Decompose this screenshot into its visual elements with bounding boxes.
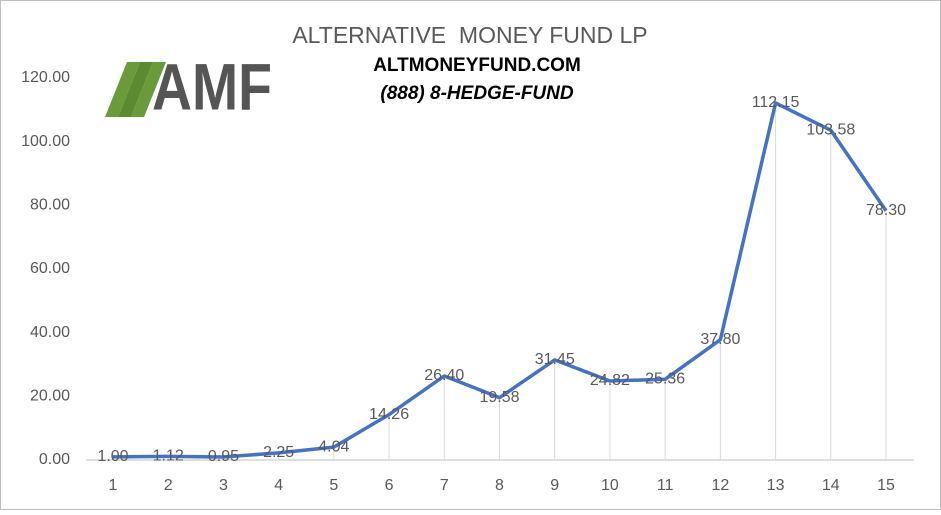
data-label: 24.82 (590, 372, 630, 389)
annotation: (888) 8-HEDGE-FUND (380, 83, 573, 104)
x-tick-label: 10 (601, 477, 619, 494)
x-tick-label: 3 (219, 477, 228, 494)
data-label: 14.26 (369, 406, 409, 423)
y-tick-label: 40.00 (30, 324, 70, 341)
data-label: 19.58 (479, 389, 519, 406)
x-tick-label: 6 (385, 477, 394, 494)
data-label: 1.00 (97, 448, 128, 465)
data-label: 4.04 (318, 438, 349, 455)
annotation: ALTMONEYFUND.COM (373, 55, 581, 76)
data-label: 78.30 (866, 202, 906, 219)
data-label: 37.80 (700, 331, 740, 348)
logo-stripe (105, 62, 140, 117)
logo-stripe (118, 62, 153, 117)
logo-stripe (131, 62, 166, 117)
data-label: 31.45 (535, 351, 575, 368)
x-tick-label: 1 (109, 477, 118, 494)
data-label: 2.25 (263, 444, 294, 461)
x-tick-label: 7 (440, 477, 449, 494)
y-tick-label: 100.00 (21, 133, 70, 150)
x-tick-label: 12 (711, 477, 729, 494)
data-label: 25.36 (645, 370, 685, 387)
logo: AMF (105, 49, 272, 123)
y-tick-label: 60.00 (30, 260, 70, 277)
series-line (112, 101, 888, 459)
y-tick-label: 20.00 (30, 388, 70, 405)
y-tick-label: 80.00 (30, 197, 70, 214)
x-tick-label: 4 (274, 477, 283, 494)
x-tick-label: 13 (767, 477, 785, 494)
x-tick-label: 11 (657, 477, 674, 494)
y-tick-label: 0.00 (39, 451, 70, 468)
data-label: 103.58 (806, 121, 855, 138)
data-label: 1.12 (153, 448, 184, 465)
x-tick-label: 8 (495, 477, 504, 494)
x-tick-label: 9 (550, 477, 559, 494)
data-label: 0.95 (208, 448, 239, 465)
y-tick-label: 120.00 (21, 69, 70, 86)
logo-text: AMF (152, 49, 272, 123)
x-tick-label: 5 (329, 477, 338, 494)
data-label: 112.15 (752, 94, 800, 111)
chart-title: ALTERNATIVE MONEY FUND LP (292, 22, 647, 48)
x-tick-label: 15 (877, 477, 895, 494)
x-tick-label: 2 (164, 477, 173, 494)
x-tick-label: 14 (822, 477, 840, 494)
data-label: 26.40 (424, 367, 464, 384)
